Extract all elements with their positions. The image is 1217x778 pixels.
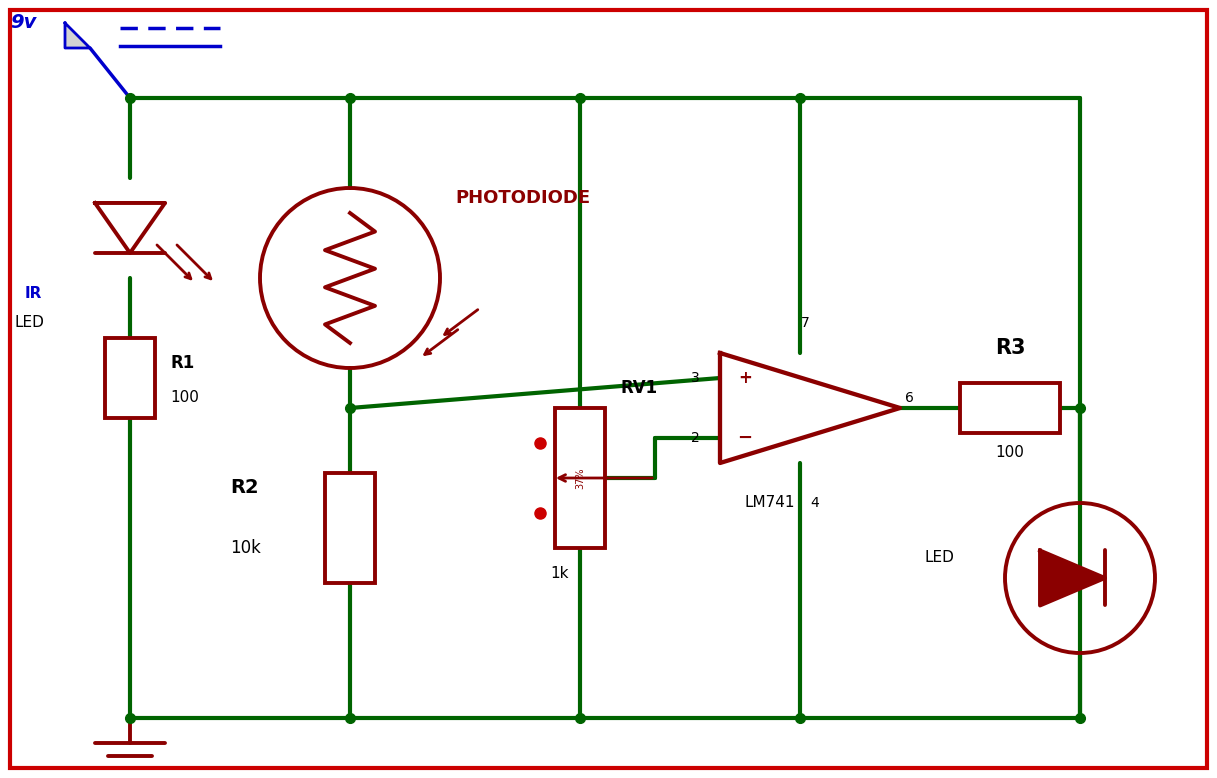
Text: LED: LED [925,551,955,566]
Text: 4: 4 [811,496,819,510]
Text: +: + [738,369,752,387]
Bar [325,473,375,583]
Bar [105,338,155,418]
Text: −: − [738,429,752,447]
Polygon shape [65,23,90,48]
Text: R2: R2 [230,478,259,497]
Bar [960,383,1060,433]
Text: 7: 7 [801,316,809,330]
Text: 1k: 1k [550,566,568,580]
Text: 9v: 9v [10,13,37,33]
Text: 3: 3 [691,371,700,385]
Text: IR: IR [26,286,43,300]
Text: LED: LED [15,316,45,331]
Text: 2: 2 [691,431,700,445]
Polygon shape [1041,551,1105,605]
Text: LM741: LM741 [745,496,795,510]
Text: 10k: 10k [230,539,260,557]
Bar [555,408,605,548]
Text: 37%: 37% [574,468,585,489]
Polygon shape [720,353,901,463]
Text: 100: 100 [996,446,1025,461]
Text: 100: 100 [170,391,198,405]
Text: R3: R3 [994,338,1025,358]
Polygon shape [95,203,166,253]
Text: 6: 6 [905,391,914,405]
Text: R1: R1 [170,354,195,372]
Text: RV1: RV1 [619,379,657,397]
Text: PHOTODIODE: PHOTODIODE [455,189,590,207]
